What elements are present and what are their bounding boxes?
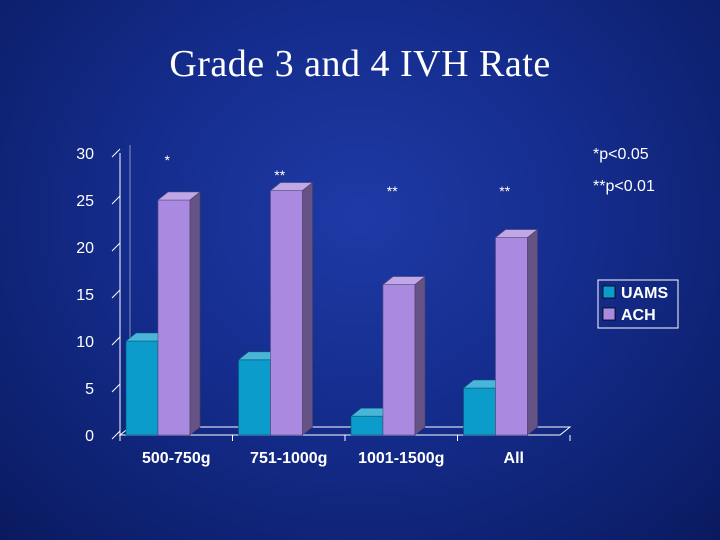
significance-mark: **: [387, 183, 398, 199]
bar-front: [382, 284, 416, 436]
chart-legend: UAMS ACH: [597, 279, 679, 329]
y-tick-label: 30: [76, 146, 94, 163]
significance-mark: *: [165, 152, 171, 168]
y-tick-label: 25: [76, 193, 94, 210]
bar-ach-2: [269, 181, 314, 436]
chart-bars: [125, 181, 539, 436]
y-tick-mark: [111, 289, 121, 299]
bar-side: [189, 191, 201, 436]
y-tick-mark: [111, 195, 121, 205]
y-tick-mark: [111, 148, 121, 158]
y-tick-label: 15: [76, 287, 94, 304]
y-tick-label: 20: [76, 240, 94, 257]
y-tick-mark: [111, 383, 121, 393]
bar-front: [125, 340, 159, 436]
bar-front: [463, 387, 496, 436]
category-label: All: [504, 450, 524, 467]
bar-front: [270, 190, 303, 436]
bar-front: [238, 359, 271, 436]
slide-title: Grade 3 and 4 IVH Rate: [169, 43, 551, 85]
y-tick-mark: [111, 242, 121, 252]
p-value-notes: *p<0.05 **p<0.01: [593, 146, 655, 195]
y-tick-label: 0: [85, 428, 94, 445]
bar-ach-3: [382, 275, 426, 436]
bar-side: [302, 181, 313, 436]
bar-front: [157, 199, 191, 436]
legend-box: [597, 279, 679, 329]
significance-marks: ***** **: [165, 152, 511, 199]
significance-mark: **: [499, 183, 510, 199]
bar-side: [527, 228, 538, 436]
p-value-note: *p<0.05: [593, 146, 649, 163]
legend-label: UAMS: [621, 285, 668, 302]
y-tick-mark: [111, 430, 121, 440]
category-labels: 500-750g 751-1000g 1001-1500g All: [142, 450, 524, 467]
bar-front: [350, 415, 384, 436]
bar-ach-1: [157, 191, 201, 436]
legend-swatch: [602, 285, 616, 299]
category-label: 751-1000g: [250, 450, 327, 467]
significance-mark: **: [274, 167, 285, 183]
y-tick-label: 10: [76, 334, 94, 351]
bar-ach-4: [494, 228, 539, 436]
category-label: 1001-1500g: [358, 450, 444, 467]
y-axis-ticks: 0 5 10 15 20 25 30: [76, 146, 571, 445]
y-tick-label: 5: [85, 381, 94, 398]
p-value-note: **p<0.01: [593, 178, 655, 195]
bar-side: [414, 275, 426, 436]
y-tick-mark: [111, 336, 121, 346]
legend-swatch: [602, 307, 616, 321]
legend-label: ACH: [621, 307, 656, 324]
bar-front: [495, 237, 528, 436]
category-label: 500-750g: [142, 450, 211, 467]
